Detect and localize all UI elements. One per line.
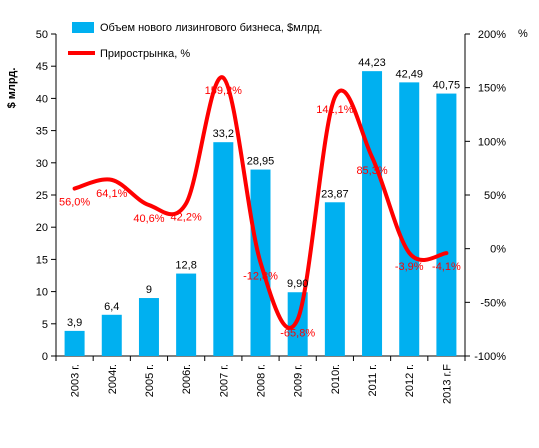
bar [287, 292, 308, 356]
y-left-tick-label: 50 [36, 29, 48, 41]
y-left-tick-label: 40 [36, 93, 48, 105]
line-value-label: 64,1% [96, 188, 127, 200]
bar-value-label: 28,95 [247, 156, 275, 168]
y-right-tick-label: 100% [478, 136, 506, 148]
bar [101, 314, 122, 356]
line-series [72, 75, 449, 330]
x-category-label: 2007 г. [218, 364, 230, 397]
y-left-tick-label: 20 [36, 222, 48, 234]
bar-value-label: 12,8 [175, 260, 196, 272]
legend-bar-label: Объем нового лизингового бизнеса, $млрд. [100, 22, 322, 34]
line-value-label: 42,2% [171, 211, 202, 223]
x-category-label: 2008 г. [256, 364, 268, 397]
axes: 0 5 10 15 20 25 30 35 40 45 50 -100% -50% 0% 50% 100% 15… [36, 29, 506, 404]
line-value-label: -3,9% [395, 261, 424, 273]
y-right-tick-label: 50% [484, 190, 506, 202]
bar-value-label: 33,2 [213, 128, 234, 140]
line-value-label: 85,3% [356, 165, 387, 177]
bar [324, 202, 345, 356]
y-left-tick-label: 35 [36, 126, 48, 138]
y-right-tick-label: 0% [490, 244, 506, 256]
line-value-label: 141,1% [316, 104, 354, 116]
bar-value-label: 3,9 [67, 317, 82, 329]
x-category-label: 2012 г. [404, 364, 416, 397]
x-category-label: 2010г. [330, 364, 342, 394]
y-left-tick-label: 0 [42, 351, 48, 363]
y-right-tick-label: -50% [480, 297, 506, 309]
line-value-label: 56,0% [59, 197, 90, 209]
y-left-tick-label: 10 [36, 287, 48, 299]
y-right-axis-title: % [518, 28, 528, 40]
x-category-label: 2003 г. [70, 364, 82, 397]
legend: Объем нового лизингового бизнеса, $млрд.… [68, 22, 322, 60]
x-category-label: 2005 г. [144, 364, 156, 397]
y-right-tick-label: -100% [474, 351, 506, 363]
line-value-label: -12,8% [243, 270, 278, 282]
bar-value-label: 9 [146, 284, 152, 296]
line-value-label: -4,1% [432, 261, 461, 273]
bar [176, 273, 197, 356]
y-left-tick-label: 30 [36, 158, 48, 170]
bar-value-label: 9,90 [287, 278, 308, 290]
y-right-tick-label: 200% [478, 29, 506, 41]
bar [138, 298, 159, 356]
bar [362, 71, 383, 356]
bar [399, 82, 420, 356]
line-value-label: 40,6% [133, 213, 164, 225]
bar-value-label: 40,75 [433, 80, 461, 92]
x-category-label: 2011 г. [367, 364, 379, 396]
y-right-tick-label: 150% [478, 83, 506, 95]
legend-bar-swatch [72, 22, 94, 33]
x-category-label: 2006г. [181, 364, 193, 394]
bar [213, 142, 234, 356]
x-category-label: 2009 г. [293, 364, 305, 397]
x-category-label: 2013 г.F [441, 364, 453, 404]
growth-line [72, 75, 449, 330]
line-value-label: -65,8% [280, 327, 315, 339]
bar [64, 330, 85, 356]
line-value-label: 159,2% [205, 85, 243, 97]
bar-value-label: 6,4 [104, 301, 119, 313]
bar-series [64, 71, 457, 356]
y-left-tick-label: 45 [36, 61, 48, 73]
y-left-tick-label: 15 [36, 254, 48, 266]
bar-value-label: 42,49 [395, 68, 423, 80]
bar-value-label: 23,87 [321, 188, 349, 200]
bar [436, 93, 457, 356]
legend-line-label: Прирострынка, % [100, 48, 190, 60]
data-labels: 3,9 6,4 9 12,8 33,2 28,95 9,90 23,87 44,23 42,49 4… [59, 57, 461, 339]
y-left-tick-label: 25 [36, 190, 48, 202]
y-left-axis-title: $ млрд. [6, 68, 18, 109]
y-left-tick-label: 5 [42, 319, 48, 331]
bar-value-label: 44,23 [358, 57, 386, 69]
x-category-label: 2004г. [107, 364, 119, 394]
